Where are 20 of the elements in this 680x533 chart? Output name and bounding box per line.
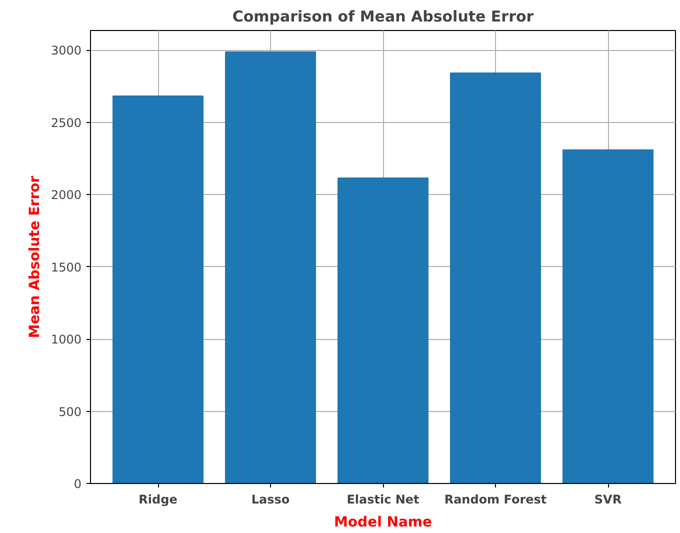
x-tick-label: SVR — [594, 492, 622, 506]
y-tick-label: 3000 — [50, 44, 82, 58]
bar — [225, 51, 316, 484]
bar — [562, 149, 654, 484]
y-tick-label: 1500 — [50, 260, 82, 274]
y-tick-label: 1000 — [50, 332, 82, 346]
x-tick-label: Lasso — [251, 492, 290, 506]
bar — [112, 95, 204, 484]
bar — [338, 178, 428, 484]
bar — [450, 72, 541, 484]
chart-title: Comparison of Mean Absolute Error — [232, 8, 534, 26]
y-axis-title: Mean Absolute Error — [26, 176, 43, 338]
y-tick-label: 0 — [74, 477, 82, 491]
y-tick-label: 2500 — [50, 116, 82, 130]
x-tick-label: Elastic Net — [346, 492, 420, 506]
x-axis-title: Model Name — [334, 514, 432, 530]
x-tick-label: Random Forest — [444, 492, 547, 506]
x-tick-label: Ridge — [138, 492, 178, 506]
y-tick-label: 2000 — [50, 188, 82, 202]
y-tick-label: 500 — [58, 404, 82, 419]
